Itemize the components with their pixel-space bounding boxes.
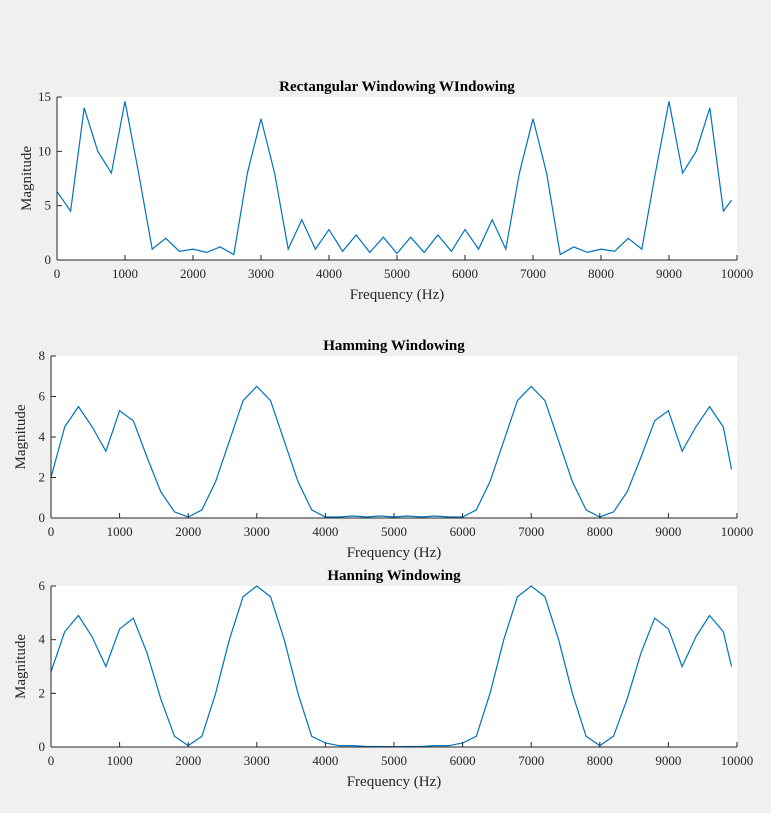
y-tick-label: 0 (39, 739, 46, 754)
x-tick-label: 5000 (381, 524, 407, 539)
y-tick-label: 8 (39, 348, 46, 363)
x-tick-label: 6000 (452, 266, 478, 281)
data-line (56, 101, 733, 256)
y-tick-label: 15 (38, 89, 51, 104)
x-tick-label: 0 (48, 524, 55, 539)
x-tick-label: 8000 (588, 266, 614, 281)
y-tick-label: 4 (39, 632, 46, 647)
y-tick-label: 0 (45, 252, 52, 267)
x-tick-label: 10000 (721, 524, 754, 539)
x-tick-label: 9000 (656, 266, 682, 281)
chart-title: Hanning Windowing (327, 568, 461, 584)
y-tick-label: 2 (39, 685, 46, 700)
y-axis-label: Magnitude (13, 634, 29, 699)
x-tick-label: 0 (48, 753, 55, 768)
x-tick-label: 1000 (107, 753, 133, 768)
x-tick-label: 6000 (450, 753, 476, 768)
plot-area (57, 97, 737, 260)
x-tick-label: 5000 (384, 266, 410, 281)
y-tick-label: 2 (39, 470, 46, 485)
x-tick-label: 2000 (175, 753, 201, 768)
y-tick-label: 10 (38, 143, 51, 158)
x-axis-label: Frequency (Hz) (347, 774, 442, 790)
chart-title: Rectangular Windowing WIndowing (279, 79, 515, 95)
x-axis-label: Frequency (Hz) (350, 287, 445, 303)
chart-title: Hamming Windowing (323, 338, 465, 354)
x-tick-label: 10000 (721, 753, 754, 768)
x-tick-label: 7000 (518, 753, 544, 768)
y-tick-label: 4 (39, 429, 46, 444)
x-tick-label: 1000 (107, 524, 133, 539)
y-tick-label: 0 (39, 510, 46, 525)
y-tick-label: 5 (45, 198, 52, 213)
x-tick-label: 3000 (244, 524, 270, 539)
x-tick-label: 4000 (316, 266, 342, 281)
x-tick-label: 0 (54, 266, 61, 281)
x-tick-label: 7000 (520, 266, 546, 281)
x-tick-label: 9000 (655, 753, 681, 768)
x-tick-label: 9000 (655, 524, 681, 539)
x-tick-label: 6000 (450, 524, 476, 539)
x-tick-label: 8000 (587, 753, 613, 768)
plot-area (51, 356, 737, 518)
x-tick-label: 2000 (175, 524, 201, 539)
x-tick-label: 4000 (312, 753, 338, 768)
x-tick-label: 3000 (248, 266, 274, 281)
x-tick-label: 4000 (312, 524, 338, 539)
y-axis-label: Magnitude (13, 404, 29, 469)
x-axis-label: Frequency (Hz) (347, 545, 442, 561)
x-tick-label: 2000 (180, 266, 206, 281)
x-tick-label: 10000 (721, 266, 754, 281)
x-tick-label: 7000 (518, 524, 544, 539)
x-tick-label: 8000 (587, 524, 613, 539)
x-tick-label: 3000 (244, 753, 270, 768)
plot-area (51, 586, 737, 747)
x-tick-label: 5000 (381, 753, 407, 768)
y-tick-label: 6 (39, 389, 46, 404)
x-tick-label: 1000 (112, 266, 138, 281)
y-tick-label: 6 (39, 578, 46, 593)
y-axis-label: Magnitude (19, 146, 35, 211)
